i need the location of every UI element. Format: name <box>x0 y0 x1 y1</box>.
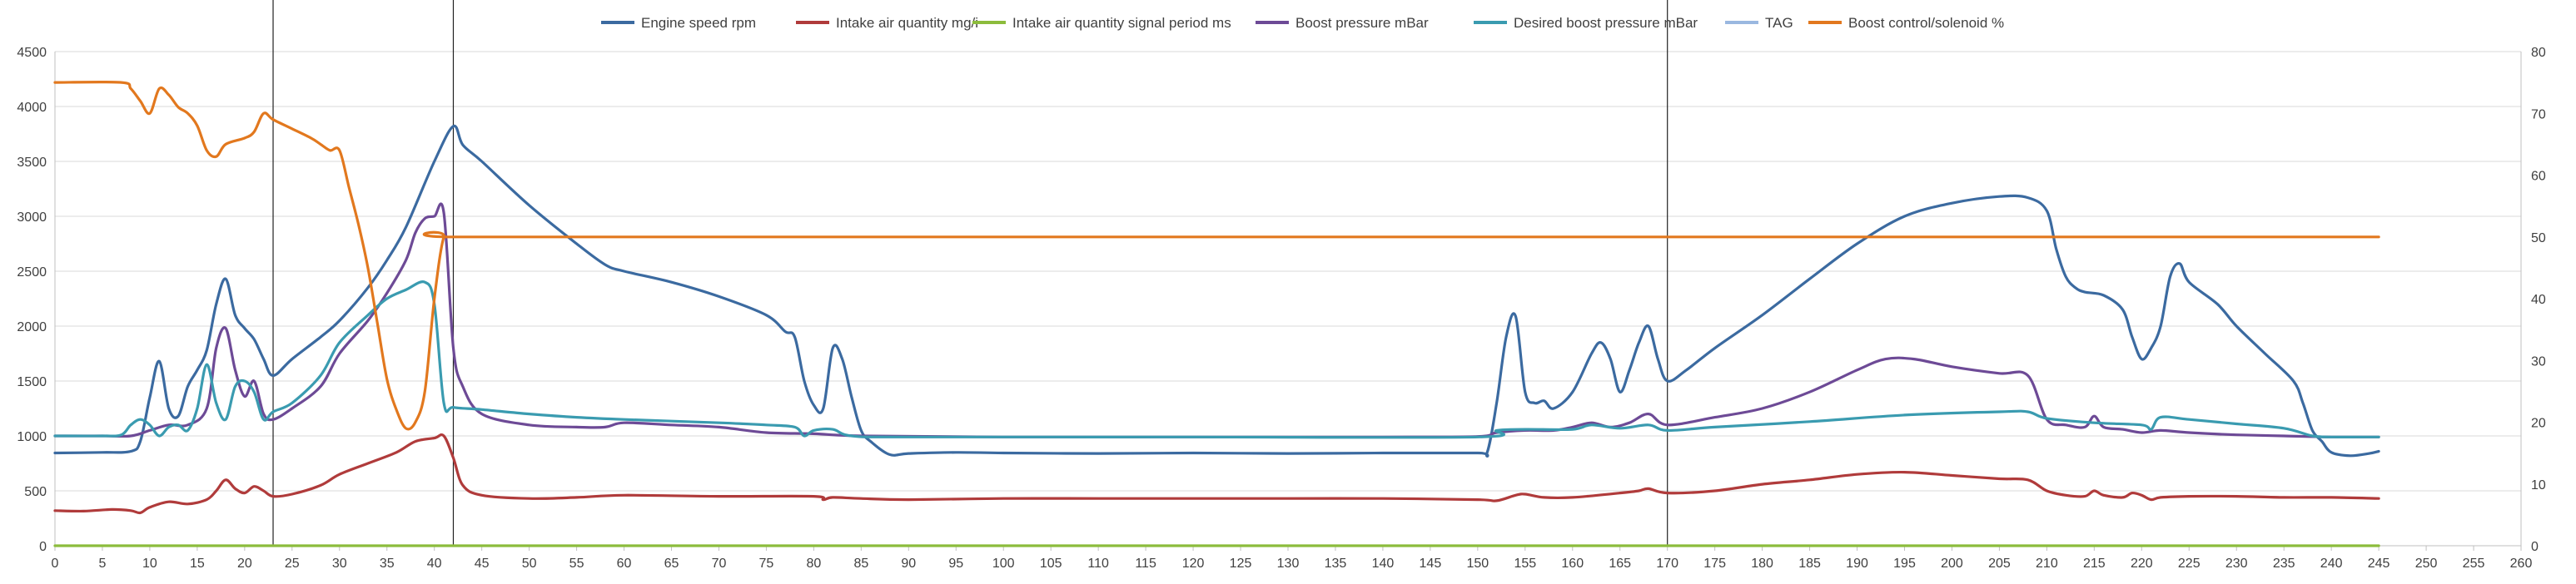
left-tick-label-4: 2000 <box>17 320 47 334</box>
x-tick-label-20: 100 <box>992 557 1015 571</box>
x-tick-label-28: 140 <box>1372 557 1395 571</box>
x-tick-label-2: 10 <box>142 557 157 571</box>
x-tick-label-16: 80 <box>806 557 821 571</box>
x-tick-label-38: 190 <box>1846 557 1868 571</box>
plot-series <box>53 80 2380 547</box>
x-tick-label-15: 75 <box>759 557 774 571</box>
x-tick-label-25: 125 <box>1230 557 1252 571</box>
right-tick-label-2: 20 <box>2531 417 2546 431</box>
x-tick-label-49: 245 <box>2368 557 2390 571</box>
x-tick-label-9: 45 <box>475 557 490 571</box>
x-tick-label-13: 65 <box>664 557 679 571</box>
x-tick-label-11: 55 <box>569 557 584 571</box>
x-tick-label-46: 230 <box>2225 557 2248 571</box>
axes <box>54 52 2522 547</box>
x-tick-label-29: 145 <box>1420 557 1442 571</box>
x-tick-label-41: 205 <box>1988 557 2011 571</box>
legend-label-3: Boost pressure mBar <box>1295 15 1429 31</box>
vertical-markers <box>272 0 1668 546</box>
x-tick-label-10: 50 <box>522 557 537 571</box>
left-tick-label-3: 1500 <box>17 375 47 389</box>
left-tick-label-9: 4500 <box>17 46 47 60</box>
right-tick-label-4: 40 <box>2531 293 2546 307</box>
x-tick-label-50: 250 <box>2415 557 2438 571</box>
x-tick-label-21: 105 <box>1040 557 1062 571</box>
x-tick-label-3: 15 <box>190 557 205 571</box>
x-tick-label-19: 95 <box>948 557 963 571</box>
left-tick-label-0: 0 <box>39 540 47 554</box>
x-tick-label-43: 215 <box>2083 557 2106 571</box>
left-tick-label-7: 3500 <box>17 156 47 170</box>
x-tick-label-51: 255 <box>2463 557 2485 571</box>
x-tick-label-30: 150 <box>1466 557 1489 571</box>
right-tick-label-1: 10 <box>2531 478 2546 492</box>
x-tick-label-44: 220 <box>2131 557 2153 571</box>
x-tick-label-33: 165 <box>1609 557 1631 571</box>
series-line-6 <box>53 80 2380 431</box>
x-tick-label-8: 40 <box>427 557 442 571</box>
right-axis-ticks: 0 10 20 30 40 50 60 70 80 <box>2531 46 2546 554</box>
x-tick-label-7: 35 <box>380 557 395 571</box>
series-line-0 <box>53 124 2380 458</box>
x-tick-label-24: 120 <box>1182 557 1205 571</box>
legend-label-0: Engine speed rpm <box>641 15 756 31</box>
x-tick-label-48: 240 <box>2320 557 2343 571</box>
x-tick-label-0: 0 <box>52 557 59 571</box>
legend-label-4: Desired boost pressure mBar <box>1514 15 1698 31</box>
x-tick-label-26: 130 <box>1277 557 1300 571</box>
legend-label-6: Boost control/solenoid % <box>1848 15 2004 31</box>
x-tick-label-35: 175 <box>1703 557 1726 571</box>
x-tick-label-45: 225 <box>2178 557 2201 571</box>
left-tick-label-5: 2500 <box>17 265 47 280</box>
x-tick-label-32: 160 <box>1561 557 1584 571</box>
series-line-3 <box>53 202 2380 438</box>
series-line-4 <box>53 280 2380 439</box>
left-tick-label-2: 1000 <box>17 430 47 444</box>
right-tick-label-0: 0 <box>2531 540 2539 554</box>
right-tick-label-5: 50 <box>2531 231 2546 245</box>
legend-label-2: Intake air quantity signal period ms <box>1012 15 1231 31</box>
x-tick-label-34: 170 <box>1656 557 1678 571</box>
right-tick-label-7: 70 <box>2531 107 2546 121</box>
x-tick-label-5: 25 <box>285 557 300 571</box>
left-tick-label-6: 3000 <box>17 210 47 225</box>
right-tick-label-3: 30 <box>2531 354 2546 369</box>
x-tick-label-52: 260 <box>2510 557 2533 571</box>
legend-label-5: TAG <box>1765 15 1793 31</box>
x-tick-label-23: 115 <box>1135 557 1156 571</box>
x-tick-label-40: 200 <box>1941 557 1963 571</box>
x-tick-label-47: 235 <box>2273 557 2295 571</box>
series-line-1 <box>53 433 2380 515</box>
x-tick-label-6: 30 <box>332 557 347 571</box>
x-tick-label-36: 180 <box>1751 557 1773 571</box>
right-tick-label-8: 80 <box>2531 46 2546 60</box>
legend: Engine speed rpm Intake air quantity mg/i… <box>601 15 2004 31</box>
x-tick-label-39: 195 <box>1893 557 1916 571</box>
x-tick-label-4: 20 <box>237 557 252 571</box>
x-tick-label-1: 5 <box>99 557 107 571</box>
x-tick-label-42: 210 <box>2036 557 2058 571</box>
x-tick-label-37: 185 <box>1798 557 1821 571</box>
left-axis-ticks: 0 500 1000 1500 2000 2500 3000 3500 4000 4500 <box>17 46 47 554</box>
legend-label-1: Intake air quantity mg/i <box>836 15 978 31</box>
x-tick-label-17: 85 <box>853 557 868 571</box>
x-tick-label-18: 90 <box>901 557 916 571</box>
x-tick-label-31: 155 <box>1514 557 1536 571</box>
x-tick-label-27: 135 <box>1325 557 1347 571</box>
x-tick-label-14: 70 <box>712 557 727 571</box>
left-tick-label-1: 500 <box>24 485 47 499</box>
gridlines <box>55 51 2521 492</box>
right-tick-label-6: 60 <box>2531 170 2546 184</box>
x-axis-ticks: 0 5 10 15 20 25 30 35 40 45 50 55 60 65 70 75 80 85 90 95 10… <box>52 546 2533 571</box>
left-tick-label-8: 4000 <box>17 101 47 115</box>
x-tick-label-12: 60 <box>617 557 632 571</box>
x-tick-label-22: 110 <box>1087 557 1109 571</box>
